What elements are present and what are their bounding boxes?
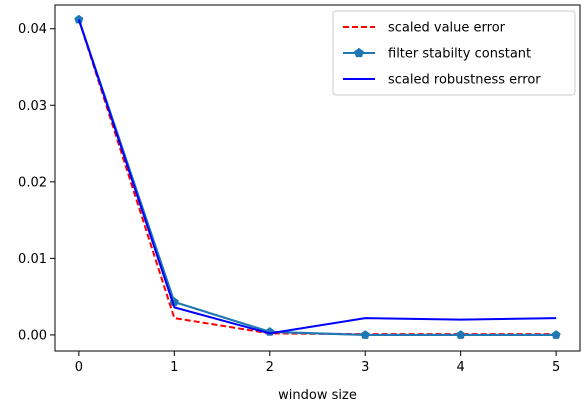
y-tick-label: 0.03 [18, 99, 47, 114]
legend-label-0: scaled value error [388, 21, 506, 36]
x-axis: 0 1 2 3 4 5 [75, 351, 560, 375]
series-line-1 [77, 19, 557, 337]
y-axis: 0.00 0.01 0.02 0.03 0.04 [18, 22, 55, 343]
legend-label-1: filter stabilty constant [388, 47, 531, 62]
x-tick-label: 5 [552, 360, 560, 375]
x-tick-label: 0 [75, 360, 83, 375]
series-line-2 [77, 19, 557, 335]
legend-box [332, 10, 576, 96]
legend: scaled value error filter stabilty consta… [332, 10, 576, 96]
series-layer [74, 14, 561, 339]
series-point [456, 330, 466, 339]
series-point [74, 14, 84, 24]
legend-items: scaled value error filter stabilty consta… [343, 21, 541, 88]
x-tick-label: 2 [266, 360, 274, 375]
y-tick-label: 0.01 [18, 252, 47, 267]
y-tick-label: 0.02 [18, 175, 47, 190]
y-tick-label: 0.00 [18, 328, 47, 343]
legend-label-2: scaled robustness error [388, 73, 541, 88]
x-tick-label: 1 [170, 360, 178, 375]
x-tick-label: 3 [361, 360, 369, 375]
series-point [551, 330, 561, 339]
y-tick-label: 0.04 [18, 22, 47, 37]
x-axis-label: window size [278, 388, 357, 403]
legend-marker [354, 47, 364, 58]
x-tick-label: 4 [457, 360, 465, 375]
series-point [360, 330, 370, 339]
